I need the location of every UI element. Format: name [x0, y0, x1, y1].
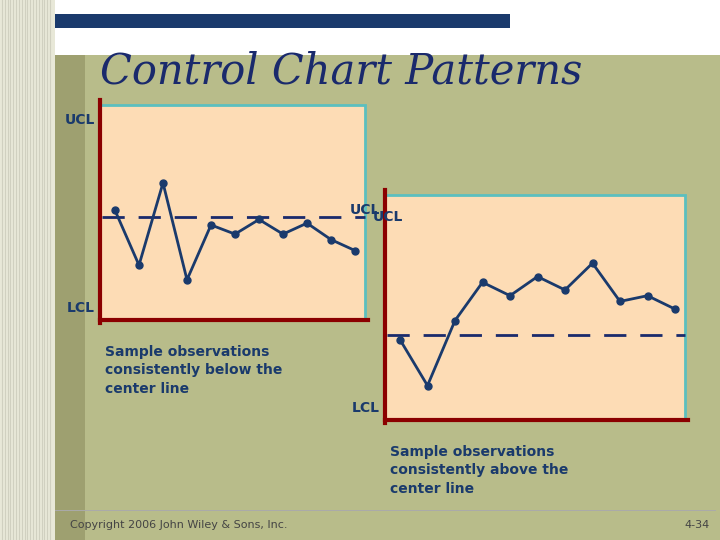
Point	[277, 230, 289, 239]
Text: Sample observations
consistently above the
center line: Sample observations consistently above t…	[390, 445, 568, 496]
Point	[395, 335, 406, 344]
Point	[670, 305, 681, 313]
Text: UCL: UCL	[373, 210, 403, 224]
Text: UCL: UCL	[350, 203, 380, 217]
Point	[587, 259, 598, 267]
Text: Copyright 2006 John Wiley & Sons, Inc.: Copyright 2006 John Wiley & Sons, Inc.	[70, 520, 287, 530]
Bar	[0, 0, 720, 55]
Point	[157, 179, 168, 187]
Text: LCL: LCL	[352, 401, 380, 415]
Point	[109, 206, 121, 215]
Bar	[0, 55, 720, 540]
Point	[422, 381, 433, 390]
Point	[229, 230, 240, 239]
Point	[301, 219, 312, 227]
Text: Control Chart Patterns: Control Chart Patterns	[100, 50, 582, 92]
Point	[349, 246, 361, 255]
Point	[181, 275, 193, 284]
Bar	[0, 0, 55, 540]
Text: Sample observations
consistently below the
center line: Sample observations consistently below t…	[105, 345, 282, 396]
Point	[532, 272, 544, 281]
Point	[559, 286, 571, 294]
Point	[477, 278, 488, 287]
Bar	[100, 105, 365, 320]
Point	[642, 292, 653, 300]
Point	[253, 215, 265, 224]
Point	[614, 297, 626, 306]
Bar	[385, 195, 685, 420]
Point	[205, 221, 217, 230]
Point	[504, 292, 516, 300]
Point	[133, 261, 145, 269]
Bar	[55, 55, 85, 540]
Text: UCL: UCL	[65, 113, 95, 127]
Point	[325, 235, 337, 244]
Text: 4-34: 4-34	[685, 520, 710, 530]
Text: LCL: LCL	[67, 301, 95, 315]
Point	[449, 316, 461, 325]
Bar	[55, 14, 510, 28]
